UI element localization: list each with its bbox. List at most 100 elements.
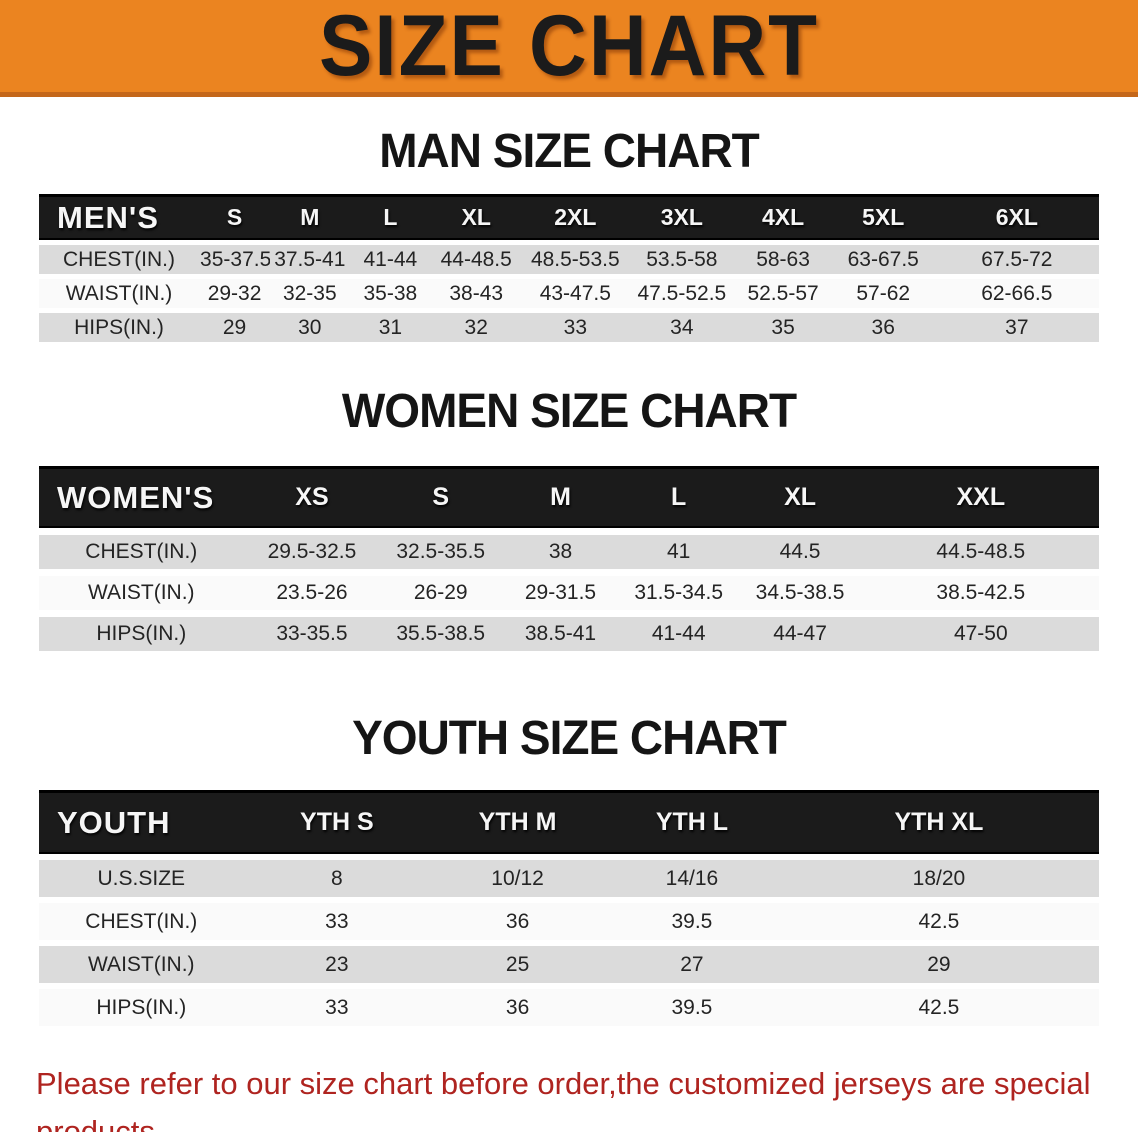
measurement-value: 36 bbox=[430, 989, 606, 1026]
measurement-value: 27 bbox=[605, 946, 779, 983]
table-group-label: WOMEN'S bbox=[39, 466, 244, 528]
size-column-header: YTH M bbox=[430, 790, 606, 854]
measurement-label: U.S.SIZE bbox=[39, 860, 244, 897]
measurement-label: WAIST(IN.) bbox=[39, 946, 244, 983]
measurement-row: U.S.SIZE 8 10/12 14/16 18/20 bbox=[39, 860, 1099, 897]
measurement-value: 14/16 bbox=[605, 860, 779, 897]
page-title: SIZE CHART bbox=[319, 0, 819, 94]
measurement-value: 8 bbox=[243, 860, 431, 897]
size-chart-banner: SIZE CHART bbox=[0, 0, 1138, 97]
measurement-value: 32.5-35.5 bbox=[380, 535, 502, 569]
size-column-header: L bbox=[349, 194, 432, 240]
size-column-header: YTH XL bbox=[778, 790, 1099, 854]
measurement-label: WAIST(IN.) bbox=[39, 576, 244, 610]
measurement-row: HIPS(IN.) 29 30 31 32 33 34 35 36 37 bbox=[39, 313, 1099, 342]
measurement-row: HIPS(IN.) 33 36 39.5 42.5 bbox=[39, 989, 1099, 1026]
measurement-value: 35-38 bbox=[349, 279, 432, 308]
measurement-value: 18/20 bbox=[778, 860, 1099, 897]
measurement-value: 31 bbox=[349, 313, 432, 342]
measurement-value: 38 bbox=[501, 535, 620, 569]
size-column-header: S bbox=[380, 466, 502, 528]
measurement-value: 44-47 bbox=[737, 617, 863, 651]
size-column-header: M bbox=[501, 466, 620, 528]
man-section-heading: MAN SIZE CHART bbox=[379, 122, 760, 178]
size-column-header: 6XL bbox=[934, 194, 1099, 240]
table-group-label: YOUTH bbox=[39, 790, 244, 854]
measurement-value: 41-44 bbox=[619, 617, 738, 651]
measurement-value: 29-32 bbox=[199, 279, 271, 308]
measurement-value: 10/12 bbox=[430, 860, 606, 897]
women-size-table: WOMEN'S XS S M L XL XXL CHEST(IN.) 29.5-32.5 32.5… bbox=[39, 459, 1099, 658]
measurement-value: 36 bbox=[831, 313, 935, 342]
size-column-header: XS bbox=[243, 466, 381, 528]
measurement-value: 35.5-38.5 bbox=[380, 617, 502, 651]
measurement-value: 58-63 bbox=[734, 245, 832, 274]
measurement-value: 25 bbox=[430, 946, 606, 983]
size-column-header: XL bbox=[431, 194, 522, 240]
measurement-value: 44-48.5 bbox=[431, 245, 522, 274]
measurement-value: 33-35.5 bbox=[243, 617, 381, 651]
size-column-header: S bbox=[199, 194, 271, 240]
size-column-header: L bbox=[619, 466, 738, 528]
measurement-label: HIPS(IN.) bbox=[39, 989, 244, 1026]
measurement-value: 42.5 bbox=[778, 903, 1099, 940]
measurement-value: 23.5-26 bbox=[243, 576, 381, 610]
measurement-value: 26-29 bbox=[380, 576, 502, 610]
measurement-value: 48.5-53.5 bbox=[521, 245, 630, 274]
table-header-row: YOUTH YTH S YTH M YTH L YTH XL bbox=[39, 790, 1099, 854]
size-column-header: YTH L bbox=[605, 790, 779, 854]
measurement-value: 39.5 bbox=[605, 989, 779, 1026]
table-group-label: MEN'S bbox=[39, 194, 200, 240]
measurement-value: 30 bbox=[270, 313, 350, 342]
measurement-value: 41 bbox=[619, 535, 738, 569]
measurement-value: 29 bbox=[778, 946, 1099, 983]
measurement-value: 33 bbox=[243, 989, 431, 1026]
table-header-row: MEN'S S M L XL 2XL 3XL 4XL 5XL 6XL bbox=[39, 194, 1099, 240]
measurement-value: 36 bbox=[430, 903, 606, 940]
measurement-label: CHEST(IN.) bbox=[39, 903, 244, 940]
measurement-value: 38.5-42.5 bbox=[862, 576, 1099, 610]
measurement-label: CHEST(IN.) bbox=[39, 535, 244, 569]
measurement-value: 37.5-41 bbox=[270, 245, 350, 274]
measurement-value: 34 bbox=[629, 313, 735, 342]
measurement-row: HIPS(IN.) 33-35.5 35.5-38.5 38.5-41 41-44 44-… bbox=[39, 617, 1099, 651]
size-column-header: XL bbox=[737, 466, 863, 528]
measurement-value: 29-31.5 bbox=[501, 576, 620, 610]
measurement-value: 32-35 bbox=[270, 279, 350, 308]
measurement-value: 43-47.5 bbox=[521, 279, 630, 308]
size-column-header: 3XL bbox=[629, 194, 735, 240]
measurement-label: HIPS(IN.) bbox=[39, 617, 244, 651]
measurement-value: 33 bbox=[521, 313, 630, 342]
measurement-value: 37 bbox=[934, 313, 1099, 342]
measurement-row: CHEST(IN.) 29.5-32.5 32.5-35.5 38 41 44.5 44.5… bbox=[39, 535, 1099, 569]
measurement-value: 52.5-57 bbox=[734, 279, 832, 308]
measurement-value: 33 bbox=[243, 903, 431, 940]
measurement-value: 41-44 bbox=[349, 245, 432, 274]
size-column-header: XXL bbox=[862, 466, 1099, 528]
measurement-value: 67.5-72 bbox=[934, 245, 1099, 274]
men-size-table: MEN'S S M L XL 2XL 3XL 4XL 5XL 6XL CHEST(IN.) 35-37… bbox=[39, 189, 1099, 347]
measurement-value: 34.5-38.5 bbox=[737, 576, 863, 610]
measurement-value: 62-66.5 bbox=[934, 279, 1099, 308]
measurement-value: 44.5 bbox=[737, 535, 863, 569]
order-disclaimer: Please refer to our size chart before or… bbox=[36, 1060, 1118, 1132]
measurement-row: CHEST(IN.) 33 36 39.5 42.5 bbox=[39, 903, 1099, 940]
measurement-value: 57-62 bbox=[831, 279, 935, 308]
measurement-value: 47.5-52.5 bbox=[629, 279, 735, 308]
measurement-row: WAIST(IN.) 23 25 27 29 bbox=[39, 946, 1099, 983]
size-column-header: 4XL bbox=[734, 194, 832, 240]
measurement-value: 29 bbox=[199, 313, 271, 342]
measurement-value: 31.5-34.5 bbox=[619, 576, 738, 610]
size-column-header: 5XL bbox=[831, 194, 935, 240]
measurement-value: 29.5-32.5 bbox=[243, 535, 381, 569]
measurement-value: 39.5 bbox=[605, 903, 779, 940]
measurement-value: 38.5-41 bbox=[501, 617, 620, 651]
measurement-value: 53.5-58 bbox=[629, 245, 735, 274]
disclaimer-line-1: Please refer to our size chart before or… bbox=[36, 1066, 1091, 1132]
size-column-header: YTH S bbox=[243, 790, 431, 854]
measurement-value: 63-67.5 bbox=[831, 245, 935, 274]
measurement-value: 23 bbox=[243, 946, 431, 983]
size-column-header: M bbox=[270, 194, 350, 240]
measurement-row: WAIST(IN.) 23.5-26 26-29 29-31.5 31.5-34.5 34… bbox=[39, 576, 1099, 610]
measurement-row: WAIST(IN.) 29-32 32-35 35-38 38-43 43-47.5 47.… bbox=[39, 279, 1099, 308]
